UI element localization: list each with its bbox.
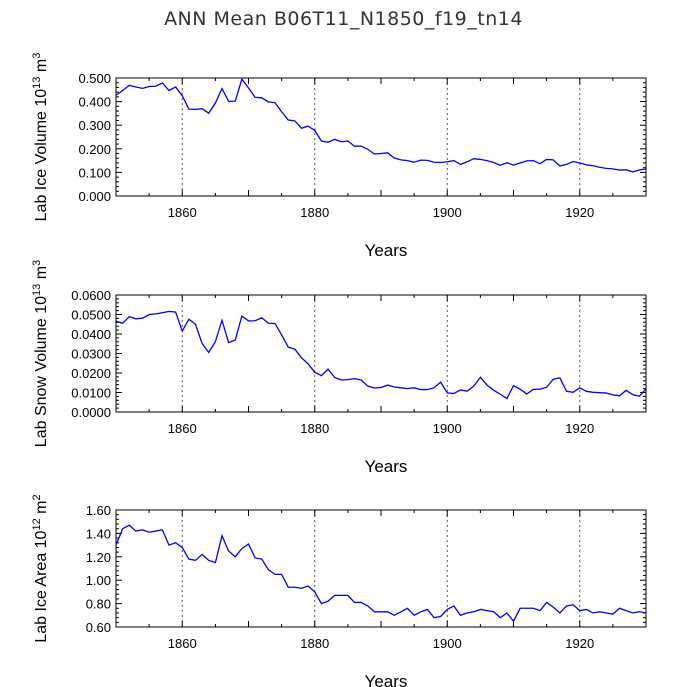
y-axis-title-superscript: 13 (31, 284, 43, 296)
y-axis-title: Lab Snow Volume 1013 m3 (31, 260, 50, 447)
series-line (115, 77, 647, 173)
y-tick-label: 0.0300 (71, 347, 111, 362)
y-tick-label: 0.500 (78, 71, 111, 86)
y-tick-label: 0.000 (78, 189, 111, 204)
y-tick-label: 0.80 (86, 597, 111, 612)
y-tick-label: 0.0400 (71, 327, 111, 342)
series-line (115, 524, 647, 623)
y-axis-title-part: m (33, 59, 50, 77)
x-tick-label: 1880 (300, 205, 329, 220)
x-tick-label: 1900 (433, 205, 462, 220)
page-title: ANN Mean B06T11_N1850_f19_tn14 (164, 8, 523, 30)
x-axis-title: Years (365, 241, 408, 260)
y-tick-label: 0.100 (78, 165, 111, 180)
y-tick-label: 0.200 (78, 142, 111, 157)
x-tick-label: 1920 (565, 636, 594, 651)
y-tick-label: 1.20 (86, 550, 111, 565)
x-tick-label: 1860 (168, 636, 197, 651)
chart-panel-3: 0.60 0.80 1.00 1.20 1.40 1.60 1860 1880 1900 1920… (31, 494, 647, 687)
plot-frame (115, 77, 647, 197)
x-axis-title: Years (365, 672, 408, 687)
y-axis-title-superscript: 3 (31, 260, 43, 266)
y-axis-title-part: Lab Ice Volume 10 (33, 89, 50, 222)
y-axis-title-superscript: 2 (31, 494, 43, 500)
y-tick-label: 0.0600 (71, 288, 111, 303)
y-tick-label: 0.300 (78, 118, 111, 133)
x-tick-label: 1900 (433, 421, 462, 436)
y-axis-title-superscript: 3 (31, 53, 43, 59)
x-tick-label: 1880 (300, 421, 329, 436)
y-axis-title-superscript: 12 (31, 518, 43, 530)
y-tick-label: 0.0000 (71, 405, 111, 420)
chart-panel-2: 0.0000 0.0100 0.0200 0.0300 0.0400 0.0500 0.06… (31, 260, 647, 476)
y-tick-label: 0.0500 (71, 308, 111, 323)
x-tick-label: 1900 (433, 636, 462, 651)
y-tick-label: 1.40 (86, 526, 111, 541)
x-tick-label: 1920 (565, 421, 594, 436)
plot-frame (115, 509, 647, 628)
y-tick-label: 0.400 (78, 95, 111, 110)
series-line (115, 310, 647, 400)
y-axis-title-part: Lab Snow Volume 10 (33, 296, 50, 447)
plot-frame (115, 294, 647, 413)
y-axis-title-superscript: 13 (31, 77, 43, 89)
x-tick-label: 1920 (565, 205, 594, 220)
y-tick-label: 0.0200 (71, 366, 111, 381)
chart-panel-1: 0.000 0.100 0.200 0.300 0.400 0.500 1860 1880 19… (31, 53, 647, 260)
y-tick-label: 1.60 (86, 503, 111, 518)
x-tick-label: 1880 (300, 636, 329, 651)
y-axis-title: Lab Ice Area 1012 m2 (31, 494, 50, 642)
y-axis-title-part: m (33, 266, 50, 284)
y-tick-label: 1.00 (86, 573, 111, 588)
y-tick-label: 0.60 (86, 620, 111, 635)
y-axis-title-part: m (33, 501, 50, 519)
x-axis-title: Years (365, 457, 408, 476)
y-axis-title-part: Lab Ice Area 10 (33, 530, 50, 642)
x-tick-label: 1860 (168, 421, 197, 436)
x-tick-label: 1860 (168, 205, 197, 220)
y-axis-title: Lab Ice Volume 1013 m3 (31, 53, 50, 222)
y-tick-label: 0.0100 (71, 386, 111, 401)
